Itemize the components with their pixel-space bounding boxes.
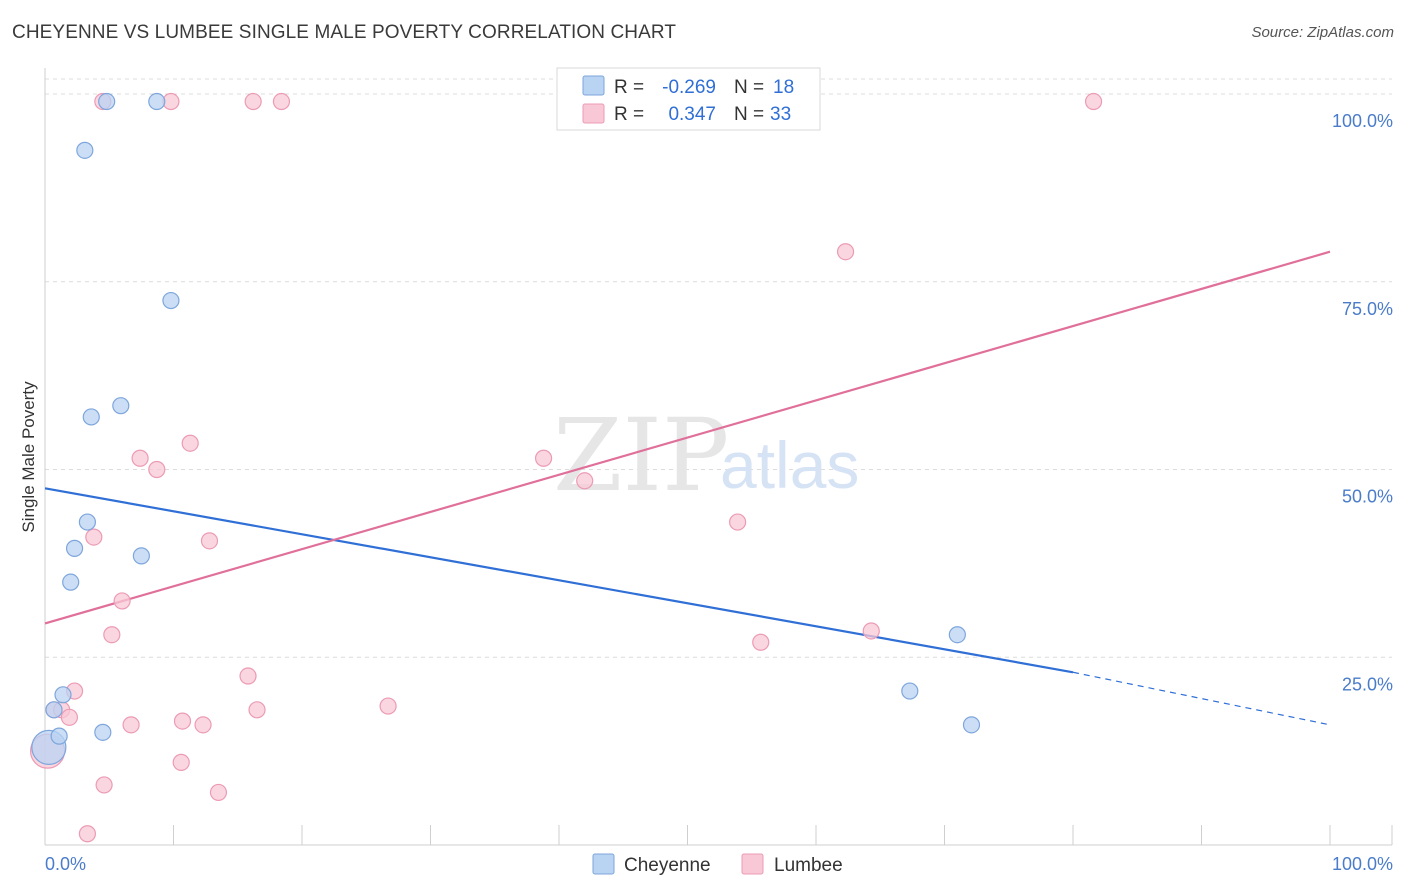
point-cheyenne <box>112 397 130 415</box>
point-cheyenne <box>162 291 180 310</box>
source-credit: Source: ZipAtlas.com <box>1251 24 1394 41</box>
point-cheyenne <box>82 408 100 426</box>
x-tick-label-min: 0.0% <box>45 854 86 874</box>
point-lumbee <box>194 716 212 734</box>
legend-r-value-lumbee: 0.347 <box>668 104 716 125</box>
point-cheyenne <box>901 682 919 700</box>
grid-layer <box>45 78 1392 658</box>
point-cheyenne <box>62 573 80 591</box>
point-cheyenne <box>76 141 94 159</box>
point-cheyenne <box>94 723 112 741</box>
legend-r-label-cheyenne: R = <box>614 77 644 98</box>
point-lumbee <box>172 753 190 771</box>
axes-layer <box>44 68 1393 846</box>
legend-swatch-cheyenne <box>582 75 605 96</box>
x-tick-label-max: 100.0% <box>1332 854 1393 874</box>
point-lumbee <box>122 716 140 734</box>
legend-r-label-lumbee: R = <box>614 104 644 125</box>
point-lumbee <box>379 697 397 715</box>
point-lumbee <box>239 667 257 685</box>
y-tick-label: 50.0% <box>1342 487 1393 507</box>
point-cheyenne <box>962 716 981 734</box>
point-lumbee <box>836 243 855 261</box>
bottom-legend-swatch-cheyenne <box>592 853 615 875</box>
point-lumbee <box>244 92 262 111</box>
point-lumbee <box>752 633 770 651</box>
point-cheyenne <box>948 626 966 644</box>
point-lumbee <box>95 776 113 794</box>
point-lumbee <box>272 92 291 111</box>
point-lumbee <box>862 622 880 640</box>
point-lumbee <box>148 460 166 479</box>
point-lumbee <box>534 449 553 467</box>
point-lumbee <box>60 708 79 726</box>
point-lumbee <box>85 528 103 546</box>
point-cheyenne <box>65 539 84 557</box>
y-tick-label: 100.0% <box>1332 111 1393 131</box>
point-lumbee <box>576 472 594 490</box>
point-lumbee <box>131 449 149 467</box>
legend-swatch-lumbee <box>582 103 605 124</box>
trendline-lumbee <box>44 250 1331 625</box>
legend-n-value-cheyenne: 18 <box>773 77 794 98</box>
watermark-zip: ZIP <box>553 397 729 514</box>
series-legend: Cheyenne Lumbee <box>592 853 843 876</box>
point-lumbee <box>200 532 219 550</box>
watermark-atlas: atlas <box>720 428 859 502</box>
point-lumbee <box>103 626 121 644</box>
point-lumbee <box>181 434 199 452</box>
point-lumbee <box>248 701 266 719</box>
point-lumbee <box>209 783 228 802</box>
point-lumbee <box>173 712 192 730</box>
points-layer <box>29 92 1103 843</box>
legend-n-value-lumbee: 33 <box>770 104 791 125</box>
point-lumbee <box>113 592 131 610</box>
watermark: ZIP atlas <box>553 397 859 514</box>
correlation-legend: R = -0.269 N = 18 R = 0.347 N = 33 <box>556 67 821 131</box>
point-cheyenne <box>45 701 63 719</box>
point-cheyenne <box>50 727 68 745</box>
point-lumbee <box>78 825 97 843</box>
point-lumbee <box>1084 92 1103 111</box>
point-cheyenne <box>78 513 97 531</box>
point-lumbee <box>729 513 747 531</box>
y-axis-label: Single Male Poverty <box>19 381 38 533</box>
bottom-legend-label-lumbee: Lumbee <box>774 855 843 876</box>
point-cheyenne <box>98 92 116 111</box>
point-cheyenne <box>54 686 72 704</box>
y-tick-label: 75.0% <box>1342 299 1393 319</box>
chart-title: CHEYENNE VS LUMBEE SINGLE MALE POVERTY C… <box>12 22 677 43</box>
labels-layer: 25.0% 50.0% 75.0% 100.0% 0.0% 100.0% <box>45 111 1393 874</box>
y-tick-label: 25.0% <box>1342 674 1393 694</box>
trend-layer <box>44 250 1331 726</box>
bottom-legend-label-cheyenne: Cheyenne <box>624 855 711 876</box>
point-cheyenne <box>148 92 166 111</box>
legend-n-label-cheyenne: N = <box>734 77 764 98</box>
legend-r-value-cheyenne: -0.269 <box>662 77 716 98</box>
legend-n-label-lumbee: N = <box>734 104 764 125</box>
trendline-cheyenne <box>44 487 1074 674</box>
trendline-extension-cheyenne <box>1072 671 1331 726</box>
bottom-legend-swatch-lumbee <box>741 853 764 875</box>
point-cheyenne <box>132 547 150 565</box>
